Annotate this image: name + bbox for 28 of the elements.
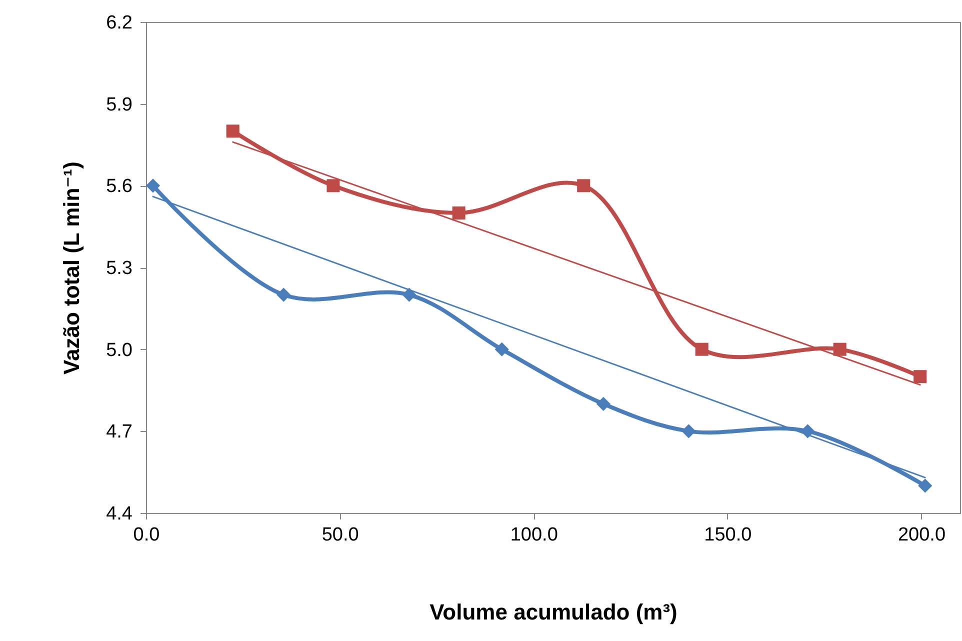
y-tick-label: 4.4 (106, 504, 133, 524)
y-tick-label: 4.7 (106, 422, 132, 443)
point (682, 424, 696, 438)
point (494, 342, 509, 356)
point (452, 206, 466, 220)
y-tick-label: 5.9 (106, 94, 132, 116)
point (833, 342, 846, 356)
x-axis-title: Volume acumulado (m³) (430, 600, 678, 624)
x-tick-label: 100.0 (510, 524, 558, 546)
x-tick-label: 150.0 (704, 524, 752, 546)
y-tick-label: 5.3 (106, 258, 132, 279)
point (914, 370, 927, 384)
point (918, 478, 932, 493)
y-tick-label: 5.6 (106, 176, 132, 198)
y-tick-label: 6.2 (106, 12, 132, 34)
point (577, 179, 590, 192)
point (326, 179, 340, 192)
x-tick-label: 200.0 (898, 524, 946, 546)
x-tick-label: 0.0 (133, 524, 160, 546)
point (695, 342, 708, 356)
point (402, 288, 416, 302)
x-tick-label: 50.0 (322, 524, 359, 546)
point (276, 288, 291, 302)
y-tick-label: 5.0 (106, 340, 132, 361)
point (226, 124, 240, 138)
point (596, 396, 610, 411)
point (146, 178, 160, 193)
y-axis-title: Vazão total (L min⁻¹) (59, 162, 84, 374)
